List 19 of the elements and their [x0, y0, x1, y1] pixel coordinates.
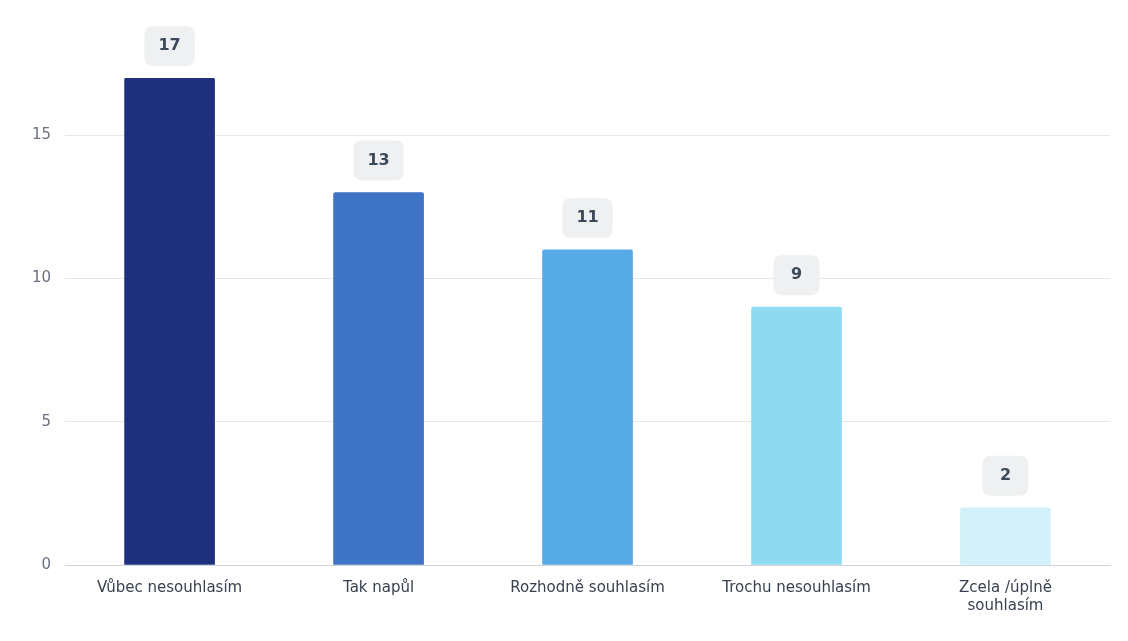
bar — [751, 306, 842, 565]
bar — [333, 192, 424, 565]
data-label: 11 — [576, 207, 599, 227]
y-tick-label: 10 — [31, 268, 52, 287]
x-tick-label: Zcela /úplně souhlasím — [959, 577, 1052, 614]
x-tick-label: Tak napůl — [341, 577, 415, 596]
y-tick-label: 5 — [41, 411, 52, 430]
y-tick-label: 15 — [31, 125, 52, 144]
y-tick-label: 0 — [41, 554, 52, 573]
data-label: 9 — [790, 264, 803, 284]
data-label: 2 — [999, 464, 1012, 484]
data-label: 17 — [158, 35, 181, 55]
x-tick-label: Trochu nesouhlasím — [721, 577, 871, 596]
x-tick-label: Vůbec nesouhlasím — [96, 577, 243, 596]
bar — [542, 249, 633, 565]
bar — [124, 78, 215, 565]
x-tick-label: Rozhodně souhlasím — [510, 577, 665, 596]
bar — [960, 507, 1051, 565]
data-label: 13 — [367, 149, 390, 169]
